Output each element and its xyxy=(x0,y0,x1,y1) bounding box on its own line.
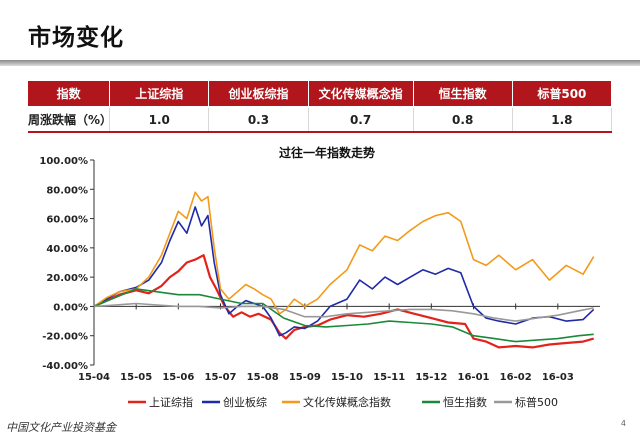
series-line-4 xyxy=(93,302,594,322)
footer-logo: 中国文化产业投资基金 xyxy=(6,421,116,434)
table-header-cell: 指数 xyxy=(28,81,111,107)
title-divider xyxy=(0,60,640,66)
legend-label: 标普500 xyxy=(515,395,558,409)
x-tick-label: 15-05 xyxy=(120,372,152,383)
table-header-cell: 文化传媒概念指 xyxy=(308,81,414,107)
series-line-0 xyxy=(93,254,594,349)
x-tick-label: 15-06 xyxy=(162,372,194,383)
table-cell: 0.8 xyxy=(413,107,513,133)
table-header-cell: 标普500 xyxy=(512,81,613,107)
table-cell: 1.8 xyxy=(512,107,613,133)
legend-label: 恒生指数 xyxy=(443,395,487,409)
table-header-cell: 上证综指 xyxy=(109,81,210,107)
y-tick-label: -40.00% xyxy=(42,361,88,372)
series-line-1 xyxy=(93,206,595,337)
x-tick-label: 15-11 xyxy=(373,372,405,383)
table-row-label: 周涨跌幅（%） xyxy=(28,107,112,133)
x-tick-label: 16-01 xyxy=(458,372,490,383)
table-header-cell: 创业板综指 xyxy=(208,81,309,107)
table-row: 周涨跌幅（%） 1.0 0.3 0.7 0.8 1.8 xyxy=(28,107,613,133)
y-tick-label: 60.00% xyxy=(46,215,88,226)
table-cell: 0.3 xyxy=(208,107,309,133)
y-tick-label: -20.00% xyxy=(42,332,88,343)
index-change-table: 指数 上证综指 创业板综指 文化传媒概念指 恒生指数 标普500 周涨跌幅（%）… xyxy=(28,81,613,133)
chart-title: 过往一年指数走势 xyxy=(279,145,375,160)
table-header-row: 指数 上证综指 创业板综指 文化传媒概念指 恒生指数 标普500 xyxy=(28,81,613,107)
x-tick-label: 15-09 xyxy=(289,372,321,383)
page-title: 市场变化 xyxy=(28,25,124,51)
series-line-2 xyxy=(93,191,595,315)
y-tick-label: 80.00% xyxy=(46,185,88,196)
legend-label: 上证综指 xyxy=(149,395,193,409)
x-tick-label: 15-12 xyxy=(415,372,447,383)
page-number: 4 xyxy=(620,419,626,428)
x-tick-label: 15-08 xyxy=(247,372,279,383)
legend-label: 文化传媒概念指数 xyxy=(303,395,391,409)
y-tick-label: 0.00% xyxy=(53,302,88,313)
table-cell: 1.0 xyxy=(109,107,210,133)
x-tick-label: 15-07 xyxy=(205,372,237,383)
index-trend-chart: 过往一年指数走势 100.00% 80.00% 60.00% 40.00% 20.00% 0… xyxy=(39,145,600,409)
table-cell: 0.7 xyxy=(308,107,414,133)
y-tick-label: 20.00% xyxy=(46,273,88,284)
series-line-3 xyxy=(93,288,594,343)
x-tick-label: 15-04 xyxy=(78,372,110,383)
y-tick-label: 40.00% xyxy=(46,244,88,255)
x-tick-label: 16-03 xyxy=(542,372,574,383)
x-tick-label: 15-10 xyxy=(331,372,363,383)
legend-label: 创业板综 xyxy=(223,395,267,409)
x-tick-label: 16-02 xyxy=(500,372,532,383)
table-header-cell: 恒生指数 xyxy=(413,81,513,107)
y-tick-label: 100.00% xyxy=(39,156,88,167)
